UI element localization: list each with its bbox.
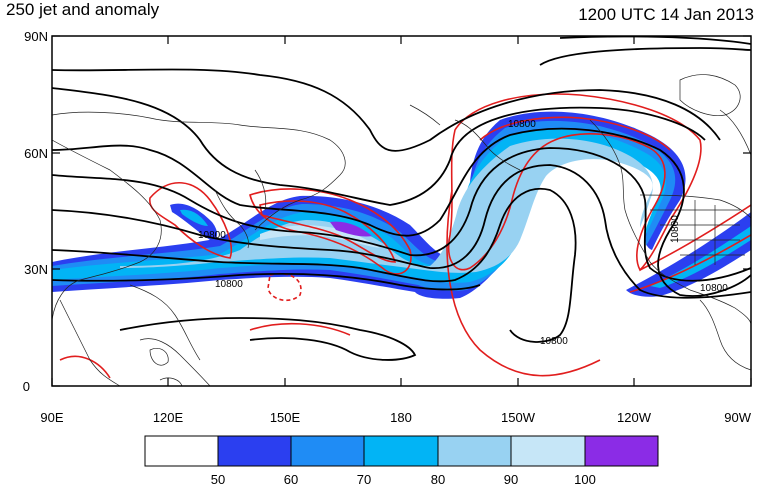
lat-label: 0 <box>23 379 30 394</box>
chart-title: 250 jet and anomaly <box>6 0 160 19</box>
jet-shading-100 <box>330 221 372 237</box>
contour-label: 10800 <box>198 230 226 241</box>
lon-label: 90E <box>40 410 63 425</box>
axis-ticks <box>51 35 752 387</box>
colorbar-box <box>217 435 292 467</box>
anomaly-contours <box>59 93 751 379</box>
colorbar-label: 60 <box>284 472 298 487</box>
lat-label: 60N <box>24 146 48 161</box>
colorbar-box <box>437 435 512 467</box>
colorbar-box <box>144 435 219 467</box>
lon-label: 150W <box>501 410 536 425</box>
lon-label: 180 <box>390 410 412 425</box>
colorbar-box <box>584 435 659 467</box>
contour-label: 10800 <box>670 215 681 243</box>
jet-streak-east-asia-core <box>180 209 208 226</box>
colorbar-label: 50 <box>211 472 225 487</box>
contour-label: 10800 <box>540 336 568 347</box>
lon-label: 120W <box>617 410 652 425</box>
valid-time: 1200 UTC 14 Jan 2013 <box>578 5 754 24</box>
contour-label: 10800 <box>700 283 728 294</box>
lat-label: 30N <box>24 262 48 277</box>
lon-label: 150E <box>270 410 301 425</box>
map-frame-bg <box>52 36 751 386</box>
contour-label: 10800 <box>508 119 536 130</box>
colorbar-box <box>290 435 365 467</box>
lon-label: 90W <box>724 410 751 425</box>
coastlines <box>52 74 751 386</box>
contour-label: 10800 <box>215 279 243 290</box>
colorbar <box>144 435 659 467</box>
jet-shading-southeast <box>626 212 751 297</box>
colorbar-box <box>510 435 586 467</box>
height-contours <box>52 36 751 361</box>
colorbar-box <box>363 435 439 467</box>
lon-label: 120E <box>153 410 184 425</box>
colorbar-label: 80 <box>431 472 445 487</box>
colorbar-label: 90 <box>504 472 518 487</box>
colorbar-label: 70 <box>357 472 371 487</box>
colorbar-label: 100 <box>574 472 596 487</box>
lat-label: 90N <box>24 29 48 44</box>
